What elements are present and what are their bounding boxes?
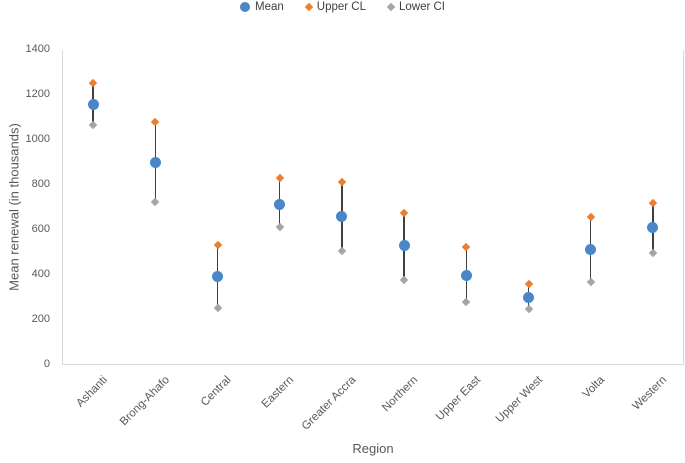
mean-marker: [274, 198, 286, 210]
x-tick-label: Upper West: [493, 374, 545, 426]
mean-marker: [336, 211, 348, 222]
x-tick-label: Eastern: [259, 374, 297, 411]
legend-label-lower-ci: Lower CI: [398, 1, 446, 13]
plot-area: [62, 50, 684, 365]
x-tick-label: Central: [199, 374, 234, 409]
y-tick-label: 1400: [25, 43, 50, 55]
x-axis-title: Region: [352, 441, 394, 456]
mean-circle-icon: [239, 2, 250, 12]
lower-ci-diamond-icon: [386, 2, 396, 12]
y-tick-label: 800: [31, 178, 50, 190]
mean-marker: [585, 243, 597, 255]
mean-marker: [460, 269, 472, 281]
y-tick-label: 1000: [25, 133, 50, 145]
y-tick-label: 0: [43, 358, 50, 370]
legend: Mean Upper CL Lower CI: [0, 1, 685, 13]
legend-item-lower-ci: Lower CI: [386, 1, 446, 13]
x-tick-label: Upper East: [433, 374, 483, 424]
legend-label-upper-cl: Upper CL: [316, 1, 366, 13]
mean-marker: [87, 98, 99, 110]
y-axis-title: Mean renewal (in thousands): [6, 123, 22, 291]
mean-marker: [149, 157, 161, 168]
x-tick-label: Greater Accra: [299, 374, 359, 433]
mean-marker: [523, 292, 534, 303]
x-tick-label: Ashanti: [73, 374, 110, 410]
x-tick-label: Western: [630, 374, 670, 413]
y-tick-label: 200: [31, 313, 50, 325]
mean-marker: [647, 222, 659, 234]
mean-marker: [398, 240, 410, 252]
x-tick-label: Brong-Ahafo: [117, 374, 172, 429]
mean-marker: [212, 270, 223, 282]
legend-item-mean: Mean: [239, 1, 284, 13]
x-tick-label: Northern: [380, 374, 421, 415]
legend-item-upper-cl: Upper CL: [304, 1, 366, 13]
legend-label-mean: Mean: [254, 1, 284, 13]
y-tick-label: 1200: [25, 88, 50, 100]
x-tick-label: Volta: [580, 374, 608, 401]
upper-cl-diamond-icon: [304, 2, 314, 12]
y-tick-label: 600: [31, 223, 50, 235]
y-tick-label: 400: [31, 268, 50, 280]
